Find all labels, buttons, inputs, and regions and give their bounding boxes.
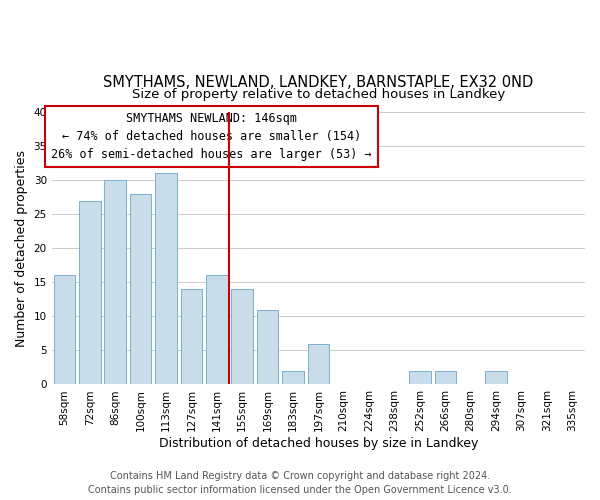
Bar	[155, 174, 177, 384]
Bar	[232, 289, 253, 384]
Bar	[130, 194, 151, 384]
Bar	[181, 289, 202, 384]
Bar	[434, 371, 456, 384]
Bar	[257, 310, 278, 384]
Title: SMYTHAMS, NEWLAND, LANDKEY, BARNSTAPLE, EX32 0ND: SMYTHAMS, NEWLAND, LANDKEY, BARNSTAPLE, …	[103, 75, 533, 90]
Bar	[53, 276, 75, 384]
Bar	[104, 180, 126, 384]
Y-axis label: Number of detached properties: Number of detached properties	[15, 150, 28, 346]
Text: SMYTHAMS NEWLAND: 146sqm
← 74% of detached houses are smaller (154)
26% of semi-: SMYTHAMS NEWLAND: 146sqm ← 74% of detach…	[52, 112, 372, 161]
Text: Size of property relative to detached houses in Landkey: Size of property relative to detached ho…	[132, 88, 505, 101]
Bar	[485, 371, 507, 384]
Bar	[79, 200, 101, 384]
Bar	[308, 344, 329, 384]
Bar	[409, 371, 431, 384]
Text: Contains HM Land Registry data © Crown copyright and database right 2024.
Contai: Contains HM Land Registry data © Crown c…	[88, 471, 512, 495]
Bar	[282, 371, 304, 384]
Bar	[206, 276, 227, 384]
X-axis label: Distribution of detached houses by size in Landkey: Distribution of detached houses by size …	[158, 437, 478, 450]
